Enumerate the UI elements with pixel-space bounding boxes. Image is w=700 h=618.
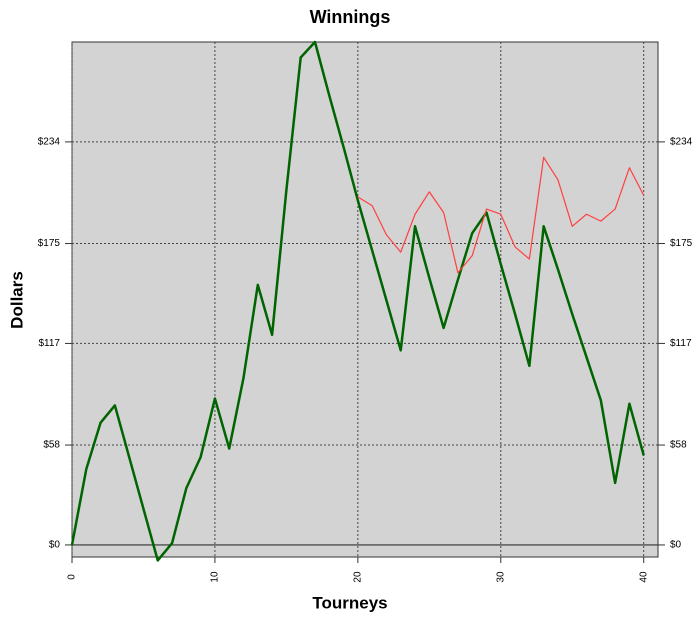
series-line <box>357 156 645 274</box>
series-line <box>70 40 645 562</box>
y-tick-label-right: $0 <box>670 540 682 551</box>
x-tick-label: 20 <box>352 571 363 583</box>
y-tick-label: $0 <box>49 540 61 551</box>
chart-title: Winnings <box>310 7 391 27</box>
x-axis-title: Tourneys <box>312 593 387 612</box>
x-tick-label: 0 <box>67 574 78 580</box>
y-tick-label-right: $234 <box>670 137 693 148</box>
plot-area <box>71 41 659 558</box>
y-tick-label: $117 <box>38 338 60 349</box>
y-tick-label: $234 <box>38 137 61 148</box>
y-tick-label-right: $58 <box>670 440 687 451</box>
y-tick-label: $175 <box>38 238 61 249</box>
x-tick-label: 30 <box>495 571 506 583</box>
x-tick-label: 10 <box>210 571 221 583</box>
y-tick-label-right: $175 <box>670 238 693 249</box>
y-axis-title: Dollars <box>7 271 26 329</box>
x-tick-label: 40 <box>638 571 649 583</box>
y-tick-label: $58 <box>43 440 60 451</box>
y-tick-label-right: $117 <box>670 338 692 349</box>
